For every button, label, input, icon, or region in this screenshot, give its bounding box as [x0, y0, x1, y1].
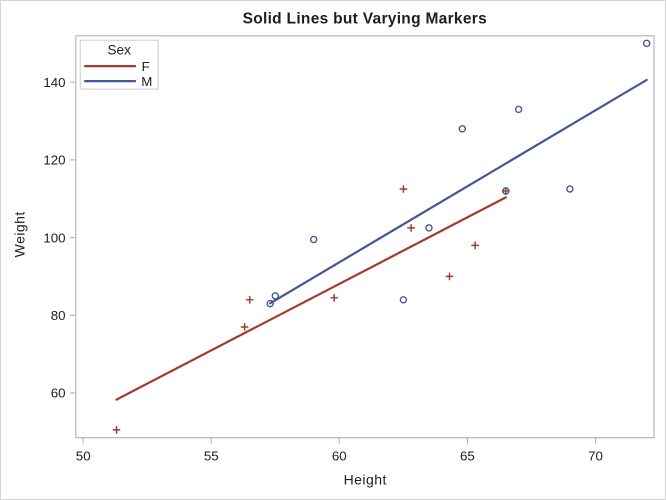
svg-text:60: 60	[51, 386, 66, 401]
svg-text:50: 50	[76, 448, 91, 463]
svg-text:80: 80	[51, 308, 66, 323]
svg-text:70: 70	[588, 448, 603, 463]
svg-text:55: 55	[204, 448, 219, 463]
svg-text:140: 140	[43, 75, 65, 90]
svg-text:100: 100	[43, 230, 65, 245]
svg-text:120: 120	[43, 153, 65, 168]
svg-text:Height: Height	[344, 472, 387, 488]
svg-text:Solid Lines but Varying Marker: Solid Lines but Varying Markers	[243, 11, 487, 28]
svg-text:M: M	[141, 74, 152, 89]
svg-text:F: F	[142, 59, 150, 74]
svg-text:60: 60	[332, 448, 347, 463]
svg-text:Sex: Sex	[107, 43, 131, 58]
svg-text:65: 65	[460, 448, 475, 463]
svg-text:Weight: Weight	[12, 211, 28, 257]
